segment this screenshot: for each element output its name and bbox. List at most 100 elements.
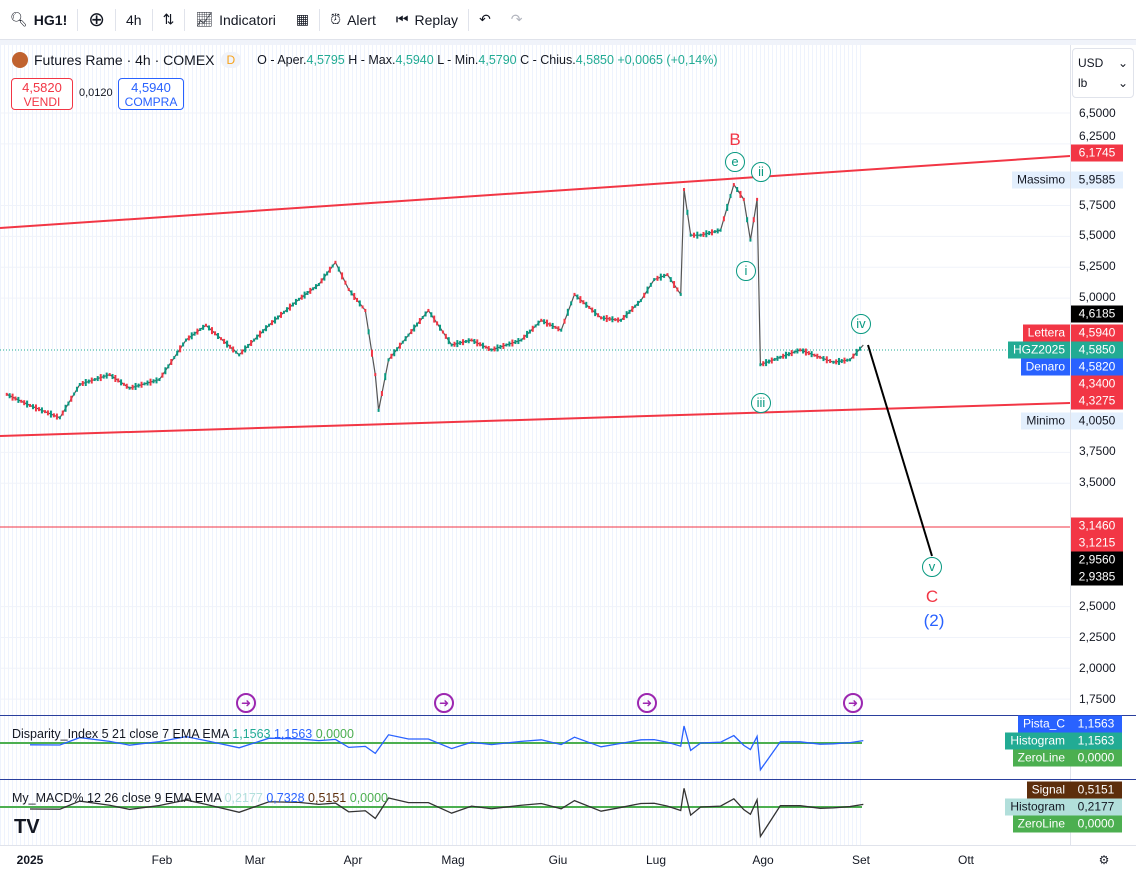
candle [619, 318, 622, 322]
sell-button[interactable]: 4,5820 VENDI [11, 78, 73, 110]
candle [413, 324, 416, 332]
candle [444, 333, 447, 339]
time-tick: Set [851, 853, 871, 867]
candle [96, 376, 99, 382]
chart-legend: Futures Rame · 4h · COMEX D O - Aper.4,5… [12, 52, 718, 68]
wave-label-B: B [729, 130, 741, 149]
candle [161, 372, 164, 378]
candle [708, 231, 711, 236]
spread-value: 0,0120 [79, 87, 113, 99]
candle [220, 337, 223, 341]
disparity-index-pane[interactable]: Disparity_Index 5 21 close 7 EMA EMA 1,1… [0, 715, 1136, 779]
candle [822, 356, 825, 362]
candle [229, 344, 232, 349]
candle [185, 338, 188, 342]
candle [179, 345, 182, 353]
indicator-tag-value: 0,0000 [1070, 815, 1122, 833]
alarm-icon: ⏰︎ [330, 11, 342, 27]
price-tag: 5,9585 [1071, 171, 1123, 189]
event-arrow-icon[interactable]: ➜ [637, 693, 657, 713]
interval-button[interactable]: 4h [126, 11, 142, 28]
alert-button[interactable]: ⏰︎ Alert [330, 11, 376, 28]
candle [534, 324, 537, 328]
macd-plot [0, 788, 864, 839]
redo-button[interactable]: ↷ [501, 0, 533, 40]
indicator-tag-value: 1,1563 [1070, 732, 1122, 750]
event-arrow-icon[interactable]: ➜ [236, 693, 256, 713]
price-tick: 2,0000 [1079, 661, 1116, 675]
candle [719, 228, 722, 232]
macd-pane[interactable]: My_MACD% 12 26 close 9 EMA EMA 0,2177 0,… [0, 779, 1136, 845]
candle [99, 374, 102, 382]
candle [462, 339, 465, 346]
candle [676, 287, 679, 292]
candle [122, 382, 125, 386]
candle [404, 336, 407, 342]
price-tag-label: Massimo [1011, 171, 1070, 189]
candle [341, 272, 344, 280]
main-chart[interactable] [0, 45, 1070, 845]
event-arrow-icon[interactable]: ➜ [434, 693, 454, 713]
price-tag: 2,9560 [1071, 551, 1123, 569]
candle [605, 315, 608, 323]
unit-select[interactable]: lb ⌄ [1078, 76, 1128, 90]
price-tag-label: Lettera [1022, 324, 1070, 342]
undo-button[interactable]: ↶ [469, 0, 501, 40]
price-axis[interactable]: 6,5000 6,2500 5,7500 5,5000 5,2500 5,0000 3,75… [1070, 45, 1136, 845]
candle [560, 328, 563, 332]
undo-icon: ↶ [479, 11, 491, 27]
candle [356, 297, 359, 302]
event-arrow-icon[interactable]: ➜ [843, 693, 863, 713]
candle [31, 404, 34, 410]
indicator2-legend: My_MACD% 12 26 close 9 EMA EMA 0,2177 0,… [12, 791, 388, 805]
compare-button[interactable]: ⊕ [78, 0, 115, 40]
indicator-tag-label: Pista_C [1017, 715, 1070, 733]
candle [520, 338, 523, 342]
candle [128, 386, 131, 390]
candle [646, 286, 649, 294]
candle [464, 339, 467, 343]
candle [29, 403, 31, 407]
currency-select[interactable]: USD ⌄ [1078, 56, 1128, 70]
candle [223, 338, 226, 344]
candle [256, 334, 259, 340]
indicators-button[interactable]: 📈︎ Indicatori [195, 11, 276, 28]
candle [479, 342, 482, 347]
candle [531, 325, 534, 332]
price-tag: 4,3400 [1071, 375, 1123, 393]
indicator-tag-label: Signal [1026, 781, 1070, 799]
time-axis[interactable]: ⚙ 2025 Feb Mar Apr Mag Giu Lug Ago Set Ott [0, 845, 1136, 869]
candle [421, 315, 424, 319]
time-tick: Ott [957, 853, 975, 867]
candle [55, 413, 58, 420]
candle [8, 393, 11, 399]
candle [199, 327, 202, 331]
candle [131, 384, 134, 390]
buy-button[interactable]: 4,5940 COMPRA [118, 78, 184, 110]
wave-label-v: v [922, 557, 942, 577]
settings-icon[interactable]: ⚙ [1098, 853, 1110, 867]
candle [484, 345, 487, 349]
tradingview-logo[interactable]: TV [14, 816, 40, 838]
candle [34, 404, 37, 412]
candle [726, 203, 729, 211]
disparity-plot [0, 725, 864, 772]
candle [84, 379, 87, 387]
candle [274, 316, 277, 324]
price-tag: 6,1745 [1071, 144, 1123, 162]
price-tag: 4,6185 [1071, 305, 1123, 323]
unit-selector[interactable]: USD ⌄ lb ⌄ [1072, 48, 1134, 98]
replay-button[interactable]: ⏮︎ Replay [395, 11, 459, 28]
chart-type-button[interactable]: ⇅ [153, 0, 185, 40]
candle [597, 313, 600, 318]
candle [453, 341, 456, 347]
layouts-button[interactable]: ▦ [286, 0, 319, 40]
chart-title: Futures Rame · 4h · COMEX [34, 52, 215, 68]
projection-line [867, 344, 933, 557]
price-tag: 4,5820 [1071, 358, 1123, 376]
candle [300, 294, 303, 300]
candle [187, 335, 190, 341]
candle [64, 404, 67, 412]
candle [262, 329, 265, 334]
symbol-search[interactable]: 🔍︎ HG1! [10, 11, 68, 28]
